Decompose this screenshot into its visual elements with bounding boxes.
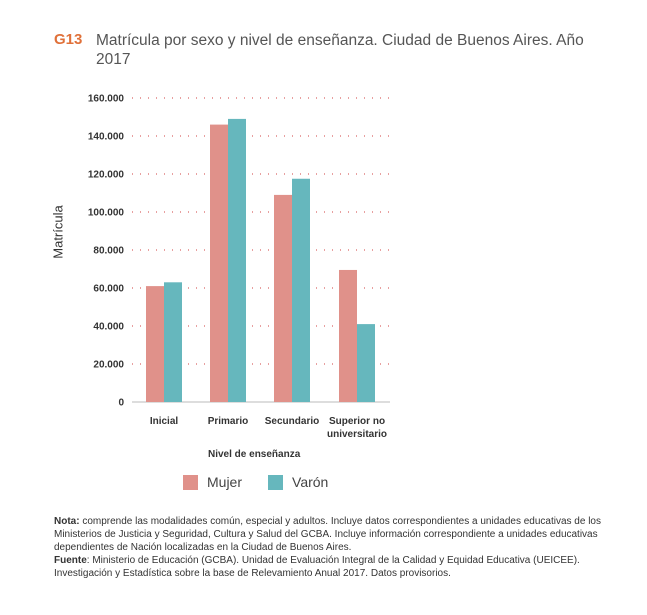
bar-varon-3 — [357, 324, 375, 402]
chart-notes: Nota: comprende las modalidades común, e… — [54, 515, 614, 580]
bars — [146, 118, 375, 403]
bar-varon-1 — [228, 118, 246, 403]
figure-id: G13 — [54, 31, 83, 48]
fuente-label: Fuente — [54, 555, 87, 566]
legend-item-varon: Varón — [268, 474, 328, 490]
y-tick-labels: 0 20.000 40.000 60.000 80.000 100.000 120.000 1… — [88, 94, 125, 409]
y-tick-label: 140.000 — [88, 132, 125, 143]
x-tick-label: Superior no universitario — [327, 416, 387, 440]
x-tick-labels: Inicial Primario Secundario Superior no univ… — [150, 416, 387, 440]
fuente-text: : Ministerio de Educación (GCBA). Unidad… — [54, 555, 580, 579]
y-tick-label: 120.000 — [88, 170, 125, 181]
y-tick-label: 80.000 — [93, 246, 124, 257]
legend-swatch-varon — [268, 474, 284, 490]
y-tick-label: 160.000 — [88, 94, 125, 105]
x-tick-label: Inicial — [150, 416, 179, 427]
bar-mujer-3 — [339, 269, 357, 402]
legend-label-varon: Varón — [292, 474, 329, 490]
y-tick-label: 20.000 — [93, 360, 124, 371]
bar-mujer-2 — [274, 194, 292, 402]
legend: Mujer Varón — [183, 474, 354, 490]
legend-item-mujer: Mujer — [183, 474, 242, 490]
bar-mujer-1 — [210, 124, 228, 402]
bar-varon-2 — [292, 178, 310, 402]
nota-label: Nota: — [54, 516, 80, 527]
y-tick-label: 100.000 — [88, 208, 125, 219]
y-tick-label: 0 — [118, 398, 124, 409]
legend-label-mujer: Mujer — [207, 474, 243, 490]
y-tick-label: 40.000 — [93, 322, 124, 333]
x-tick-label: Primario — [208, 416, 249, 427]
bar-varon-0 — [164, 282, 182, 402]
y-tick-label: 60.000 — [93, 284, 124, 295]
chart-title: Matrícula por sexo y nivel de enseñanza.… — [96, 32, 584, 68]
nota-text: comprende las modalidades común, especia… — [54, 516, 601, 553]
x-axis-label: Nivel de enseñanza — [208, 449, 301, 460]
bar-mujer-0 — [146, 286, 164, 402]
legend-swatch-mujer — [183, 474, 198, 490]
x-tick-label: Secundario — [265, 416, 319, 427]
